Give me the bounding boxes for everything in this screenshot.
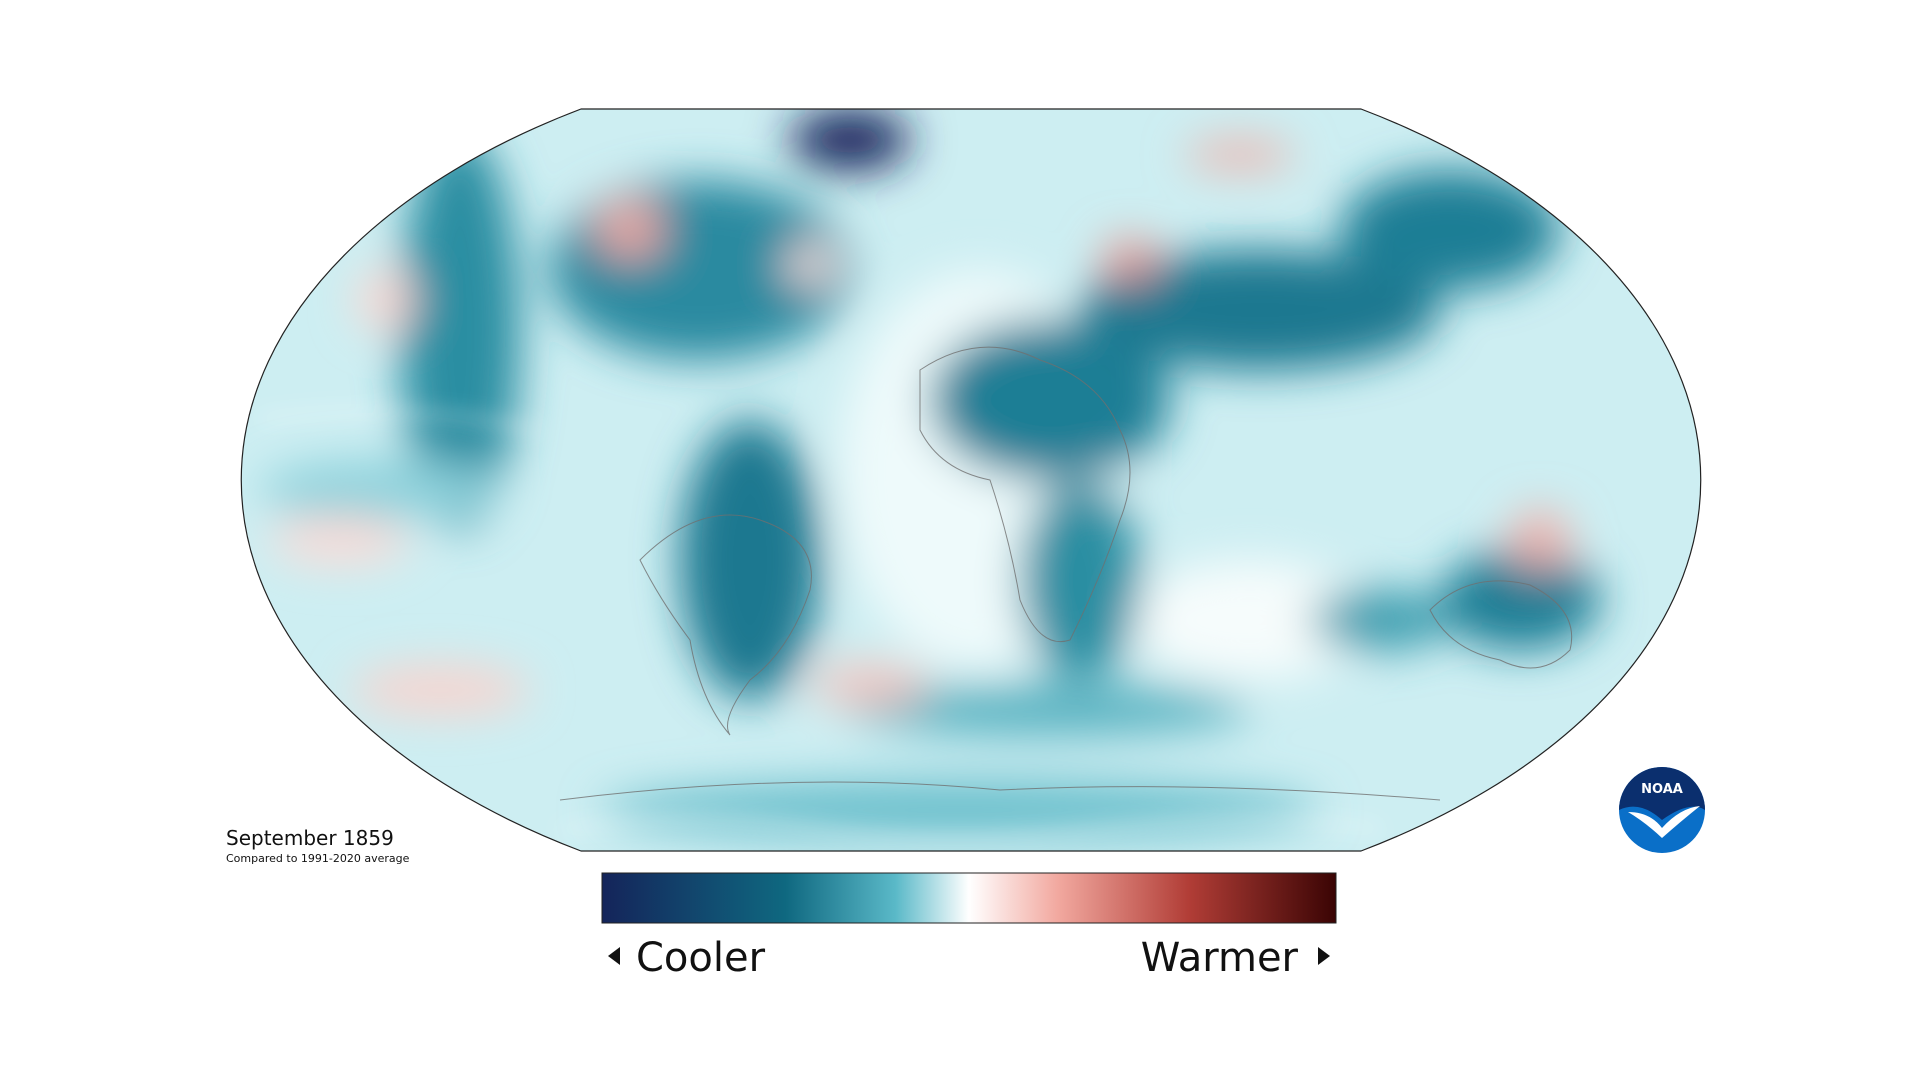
anomaly-map — [241, 109, 1701, 851]
color-scale — [601, 872, 1337, 924]
map-title: September 1859 — [226, 826, 394, 850]
map-subtitle: Compared to 1991-2020 average — [226, 852, 410, 865]
logo-text: NOAA — [1641, 782, 1683, 797]
legend-low-label: Cooler — [636, 935, 766, 981]
arrow-right — [1318, 947, 1330, 965]
legend-high-label: Warmer — [1141, 935, 1299, 981]
map-outline — [240, 108, 1702, 852]
arrow-left — [608, 947, 620, 965]
noaa-logo: NOAA — [1619, 767, 1705, 853]
